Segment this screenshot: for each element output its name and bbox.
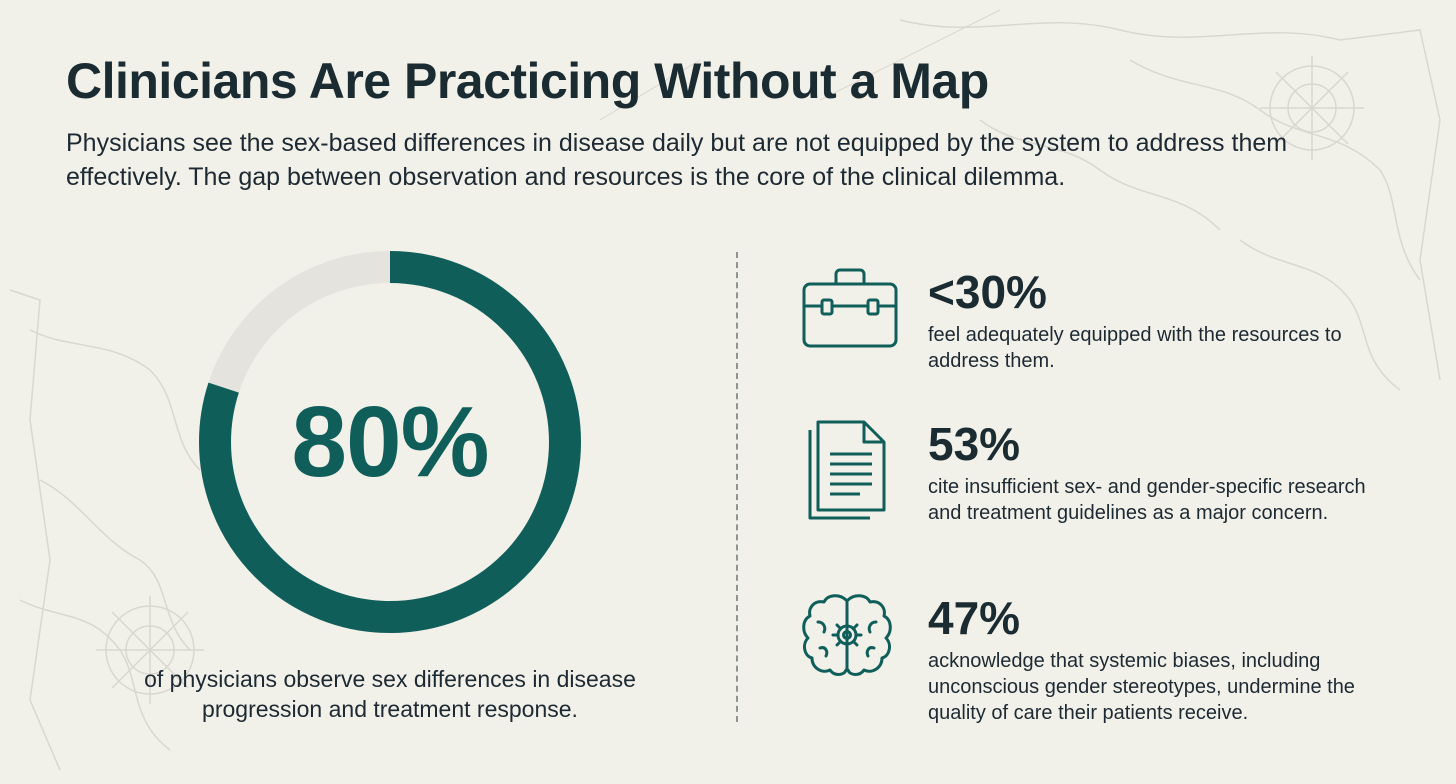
document-icon (808, 420, 886, 520)
page-title: Clinicians Are Practicing Without a Map (66, 53, 989, 109)
stat-description: feel adequately equipped with the resour… (928, 324, 1342, 372)
stat-value: 53% (928, 418, 1021, 470)
brain-gear-icon (802, 594, 892, 676)
main-stat-caption: of physicians observe sex differences in… (144, 666, 636, 722)
main-stat-value: 80% (291, 385, 489, 498)
donut-chart (199, 251, 581, 633)
stat-description: acknowledge that systemic biases, includ… (928, 650, 1355, 724)
stat-value: <30% (928, 266, 1047, 318)
donut-progress-arc (199, 251, 581, 633)
section-divider (736, 252, 738, 722)
stat-description: cite insufficient sex- and gender-specif… (928, 476, 1366, 524)
page-subtitle: Physicians see the sex-based differences… (66, 129, 1288, 191)
briefcase-icon (802, 268, 898, 348)
main-stat-donut: 80% (190, 242, 590, 642)
stat-value: 47% (928, 592, 1021, 644)
